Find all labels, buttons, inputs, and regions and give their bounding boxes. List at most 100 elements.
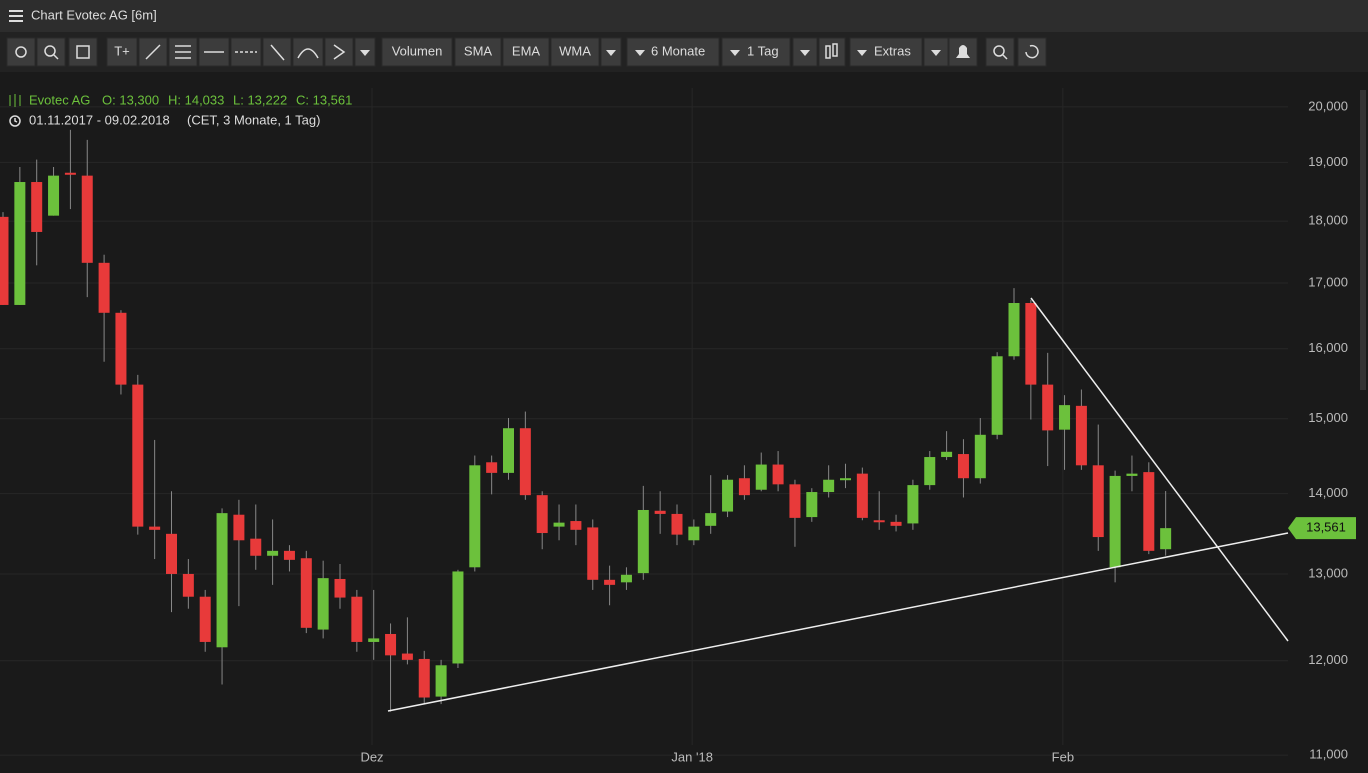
candle-body <box>587 527 599 580</box>
candle-body <box>1092 465 1104 538</box>
candle-body <box>469 465 481 568</box>
candle-body <box>789 484 801 518</box>
candle-body <box>1126 473 1138 476</box>
candle-body <box>182 573 194 597</box>
text-tool-button[interactable] <box>106 37 138 67</box>
candle-body <box>1075 405 1087 466</box>
support-trendline <box>387 532 1289 712</box>
candle-body <box>0 216 9 305</box>
candle-body <box>654 510 666 514</box>
candle-body <box>98 262 110 313</box>
candle-body <box>317 578 329 630</box>
candle-body <box>840 478 851 481</box>
candle-body <box>31 182 43 232</box>
candle-body <box>1160 528 1172 550</box>
candle-body <box>64 172 76 175</box>
menu-icon[interactable] <box>9 10 23 22</box>
arc-tool[interactable] <box>292 37 324 67</box>
text-tool-label: T+ <box>114 43 130 58</box>
settings-button[interactable] <box>6 37 36 67</box>
candle-body <box>283 550 295 560</box>
candle-body <box>957 454 969 479</box>
legend: Evotec AG O: 13,300 H: 14,033 L: 13,222 … <box>9 92 352 127</box>
candle-body <box>823 479 835 493</box>
legend-open: O: 13,300 <box>102 92 159 107</box>
candle-body <box>772 464 784 485</box>
candle-body <box>604 579 616 585</box>
candle-body <box>620 574 632 583</box>
candle-body <box>738 478 750 496</box>
zoom-button[interactable] <box>985 37 1015 67</box>
candle-body <box>48 175 60 216</box>
title-bar <box>0 0 1368 32</box>
sma-button[interactable] <box>454 37 502 67</box>
icon-buttons: T+ <box>6 37 376 67</box>
text-buttons: Volumen SMA EMA WMA 6 Monate 1 Tag Extra… <box>381 37 1047 67</box>
plot-area: 11,000 12,000 13,000 14,000 15,000 16,000 17,0… <box>0 88 1348 764</box>
button-label: EMA <box>512 43 541 58</box>
scrollbar[interactable] <box>1360 90 1366 390</box>
ema-button[interactable] <box>502 37 550 67</box>
candle-body <box>1059 405 1071 430</box>
x-tick-label: Feb <box>1052 749 1074 764</box>
y-tick-label: 16,000 <box>1308 340 1348 355</box>
date-range: 01.11.2017 - 09.02.2018 <box>29 112 170 127</box>
x-tick-label: Dez <box>360 749 383 764</box>
candle-body <box>974 434 986 479</box>
candle-body <box>553 522 565 527</box>
candle-body <box>452 571 464 664</box>
candle-body <box>1042 384 1054 431</box>
period-label: 6 Monate <box>651 43 705 58</box>
candle-body <box>199 596 211 642</box>
candle-body <box>267 550 279 556</box>
clock-icon <box>9 115 21 127</box>
candle-body <box>503 428 514 473</box>
alert-button[interactable] <box>948 37 978 67</box>
price-marker <box>1288 517 1356 540</box>
legend-low: L: 13,222 <box>233 92 287 107</box>
candle-body <box>250 538 262 556</box>
candle-icon <box>9 94 21 107</box>
price-label: 13,561 <box>1306 520 1346 535</box>
arrow-tool[interactable] <box>324 37 354 67</box>
range-info: (CET, 3 Monate, 1 Tag) <box>187 112 320 127</box>
candle-body <box>570 521 582 530</box>
x-tick-label: Jan '18 <box>671 749 713 764</box>
candle-body <box>873 520 885 523</box>
y-tick-label: 14,000 <box>1308 485 1348 500</box>
candle-body <box>486 462 498 473</box>
candle-body <box>385 633 397 656</box>
candle-body <box>1143 472 1155 551</box>
candle-body <box>1025 303 1037 385</box>
fib-tool[interactable] <box>168 37 198 67</box>
candle-body <box>149 526 161 530</box>
candle-body <box>671 513 683 535</box>
reset-button[interactable] <box>1017 37 1047 67</box>
candle-body <box>435 665 447 697</box>
button-label: WMA <box>559 43 591 58</box>
chart-type-button[interactable] <box>818 37 846 67</box>
interval-label: 1 Tag <box>747 43 779 58</box>
candle-body <box>418 658 430 698</box>
candle-body <box>907 485 919 524</box>
candle-body <box>637 509 649 574</box>
y-tick-label: 13,000 <box>1308 565 1348 580</box>
candle-body <box>115 312 127 385</box>
volume-button[interactable] <box>381 37 453 67</box>
candle-body <box>351 596 363 642</box>
layout-button[interactable] <box>68 37 98 67</box>
candle-body <box>755 464 767 490</box>
wma-button[interactable] <box>550 37 600 67</box>
legend-name: Evotec AG <box>29 92 90 107</box>
y-tick-label: 11,000 <box>1309 747 1348 762</box>
search-button[interactable] <box>36 37 66 67</box>
candle-body <box>722 479 734 512</box>
candle-body <box>519 428 531 496</box>
candle-body <box>166 533 177 574</box>
candle-body <box>941 451 953 458</box>
y-tick-label: 15,000 <box>1308 410 1348 425</box>
candle-body <box>924 457 936 486</box>
candle-body <box>81 175 93 263</box>
